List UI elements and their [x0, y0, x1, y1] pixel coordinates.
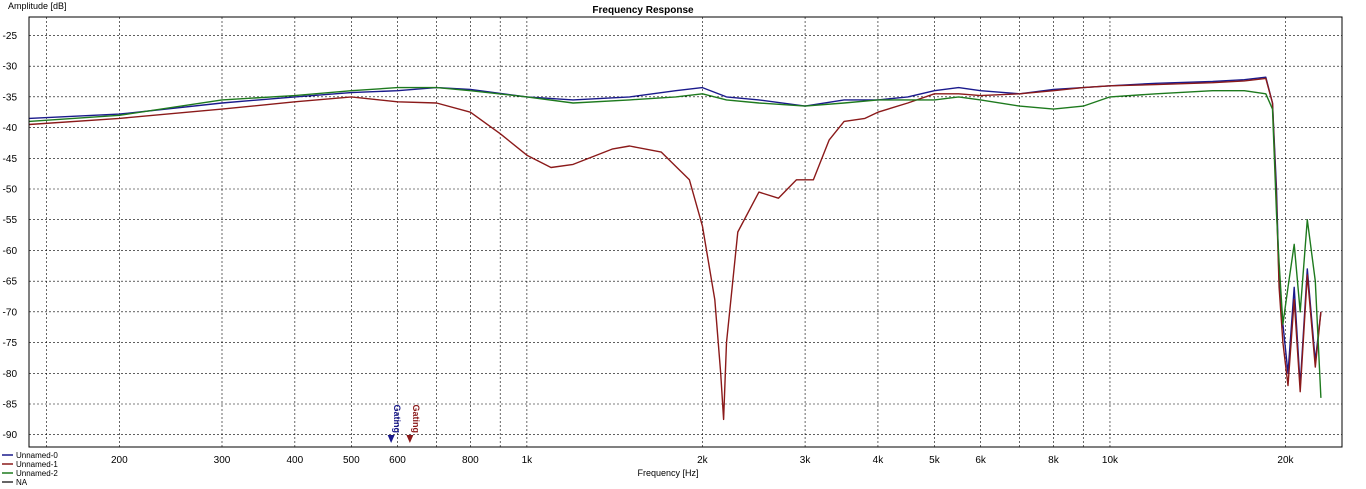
- y-axis-label: Amplitude [dB]: [8, 1, 67, 11]
- x-tick-label: 20k: [1277, 455, 1294, 466]
- y-tick-label: -50: [3, 185, 18, 196]
- gating-markers: Gating Gating: [387, 405, 421, 443]
- gating-marker-arrow: [387, 435, 395, 443]
- x-tick-label: 8k: [1048, 455, 1060, 466]
- series-line-unnamed-2: [28, 86, 1322, 398]
- y-tick-label: -25: [3, 31, 18, 42]
- y-tick-label: -65: [3, 277, 18, 288]
- x-tick-label: 5k: [929, 455, 941, 466]
- grid: [29, 17, 1342, 447]
- legend-entry: NA: [16, 478, 28, 487]
- plot-frame: [28, 16, 1343, 448]
- y-tick-label: -30: [3, 62, 18, 73]
- y-tick-label: -70: [3, 307, 18, 318]
- x-tick-label: 10k: [1102, 455, 1119, 466]
- x-tick-label: 600: [389, 455, 406, 466]
- gating-marker-label: Gating: [392, 405, 402, 434]
- x-tick-label: 500: [343, 455, 360, 466]
- x-axis-label: Frequency [Hz]: [637, 468, 698, 478]
- y-tick-label: -75: [3, 338, 18, 349]
- chart-title: Frequency Response: [592, 5, 694, 16]
- x-tick-label: 1k: [522, 455, 534, 466]
- gating-marker-label: Gating: [411, 405, 421, 434]
- y-tick-label: -45: [3, 154, 18, 165]
- y-tick-label: -40: [3, 123, 18, 134]
- x-tick-label: 400: [287, 455, 304, 466]
- x-tick-labels: 200 300 400 500 600 800 1k 2k 3k 4k 5k 6k 8k 10k 20k: [111, 455, 1295, 466]
- y-tick-label: -80: [3, 369, 18, 380]
- y-tick-label: -35: [3, 92, 18, 103]
- y-tick-label: -55: [3, 215, 18, 226]
- legend-entry: Unnamed-0: [16, 451, 58, 460]
- x-tick-label: 6k: [975, 455, 987, 466]
- gating-marker-arrow: [406, 435, 414, 443]
- y-tick-label: -90: [3, 430, 18, 441]
- x-tick-label: 200: [111, 455, 128, 466]
- x-tick-label: 3k: [800, 455, 812, 466]
- legend-entry: Unnamed-2: [16, 469, 58, 478]
- y-tick-label: -85: [3, 400, 18, 411]
- y-tick-labels: -25 -30 -35 -40 -45 -50 -55 -60 -65 -70 -75 -80 -85 -…: [3, 31, 18, 441]
- x-tick-label: 2k: [697, 455, 709, 466]
- plot-area: [28, 76, 1322, 421]
- x-tick-label: 300: [214, 455, 231, 466]
- series-lines: [28, 76, 1322, 421]
- y-tick-label: -60: [3, 246, 18, 257]
- x-tick-label: 800: [462, 455, 479, 466]
- legend-entry: Unnamed-1: [16, 460, 58, 469]
- x-tick-label: 4k: [873, 455, 885, 466]
